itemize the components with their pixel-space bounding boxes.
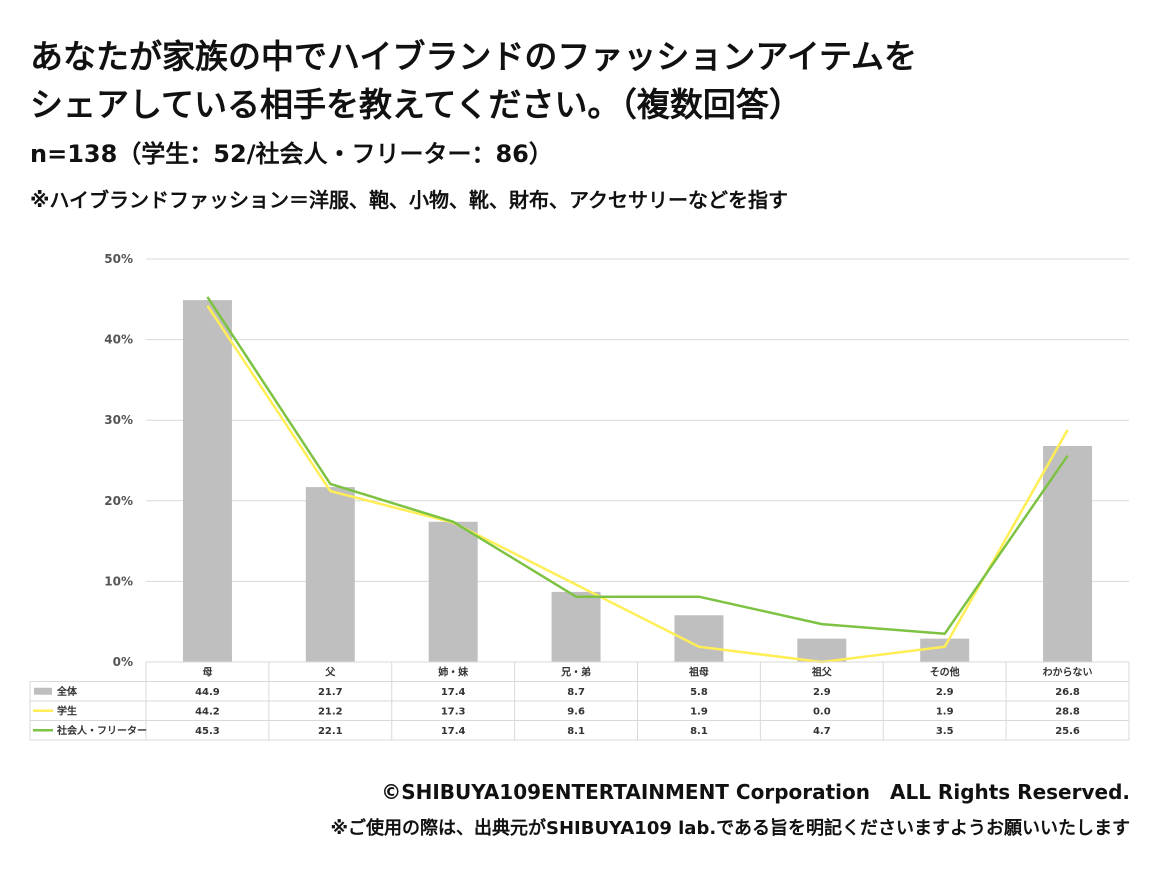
- category-label-4: 祖母: [688, 666, 709, 679]
- y-tick-label: 20%: [104, 494, 133, 508]
- data-label-2-2: 17.4: [441, 726, 466, 737]
- data-label-2-6: 3.5: [936, 726, 954, 737]
- category-label-3: 兄・弟: [560, 666, 591, 679]
- legend-label-0: 全体: [56, 685, 78, 698]
- data-label-2-0: 45.3: [195, 726, 220, 737]
- series-line-0: [206, 305, 1069, 664]
- data-label-1-6: 1.9: [936, 706, 954, 717]
- data-label-0-7: 26.8: [1055, 687, 1080, 698]
- data-label-0-0: 44.9: [195, 687, 220, 698]
- data-label-1-5: 0.0: [813, 706, 831, 717]
- y-tick-label: 10%: [104, 574, 133, 588]
- y-tick-label: 30%: [104, 413, 133, 427]
- data-label-1-7: 28.8: [1055, 706, 1080, 717]
- bar-1: [305, 487, 355, 662]
- bar-6: [920, 638, 970, 662]
- category-label-7: わからない: [1043, 667, 1093, 679]
- definition-note: ※ハイブランドファッション＝洋服、鞄、小物、靴、財布、アクセサリーなどを指す: [30, 188, 789, 212]
- y-tick-label: 0%: [113, 655, 133, 669]
- category-label-1: 父: [324, 667, 336, 679]
- data-label-1-0: 44.2: [195, 706, 220, 717]
- series-line-1: [206, 296, 1069, 636]
- category-label-0: 母: [202, 667, 212, 679]
- data-label-0-5: 2.9: [813, 687, 831, 698]
- y-tick-label: 40%: [104, 333, 133, 347]
- copyright-notice: ©SHIBUYA109ENTERTAINMENT Corporation ALL…: [381, 780, 1130, 804]
- chart-title-line-2: シェアしている相手を教えてください。（複数回答）: [30, 85, 802, 124]
- bar-7: [1043, 445, 1093, 662]
- data-label-0-6: 2.9: [936, 687, 954, 698]
- legend-key-0: [34, 687, 52, 695]
- data-label-2-5: 4.7: [813, 726, 831, 737]
- chart-title-line-1: あなたが家族の中でハイブランドのファッションアイテムを: [30, 37, 918, 76]
- data-label-1-1: 21.2: [318, 706, 343, 717]
- category-label-6: その他: [930, 666, 960, 679]
- data-label-1-4: 1.9: [690, 706, 708, 717]
- data-label-2-1: 22.1: [318, 726, 343, 737]
- data-label-0-1: 21.7: [318, 687, 343, 698]
- bar-2: [428, 521, 478, 662]
- usage-notice: ※ご使用の際は、出典元がSHIBUYA109 lab.である旨を明記くださいます…: [330, 818, 1131, 839]
- category-label-2: 姉・妹: [438, 666, 469, 679]
- data-label-2-3: 8.1: [567, 726, 585, 737]
- bar-5: [797, 638, 847, 662]
- legend-label-2: 社会人・フリーター: [56, 724, 147, 737]
- y-tick-label: 50%: [104, 252, 133, 266]
- legend-label-1: 学生: [57, 704, 77, 717]
- data-label-1-3: 9.6: [567, 706, 585, 717]
- data-label-0-2: 17.4: [441, 687, 466, 698]
- sample-size-label: n=138（学生：52/社会人・フリーター：86）: [30, 140, 553, 168]
- category-label-5: 祖父: [811, 666, 833, 679]
- data-label-0-4: 5.8: [690, 687, 708, 698]
- bar-3: [551, 591, 601, 662]
- data-label-1-2: 17.3: [441, 706, 466, 717]
- data-label-0-3: 8.7: [567, 687, 585, 698]
- data-label-2-7: 25.6: [1055, 726, 1080, 737]
- data-label-2-4: 8.1: [690, 726, 708, 737]
- bar-0: [182, 300, 232, 662]
